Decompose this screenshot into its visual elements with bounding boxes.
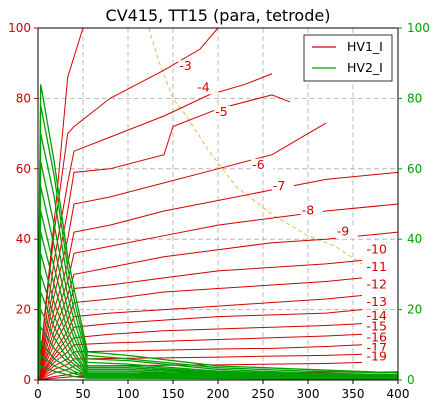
legend-hv1-label: HV1_I [347, 39, 383, 54]
vg-label: -14 [367, 308, 387, 323]
y-right-tick-label: 80 [407, 91, 422, 105]
hv2-curve [38, 186, 398, 380]
x-axis: 0 50 100 150 200 250 300 350 400 [34, 380, 409, 401]
vg-label-bg [365, 278, 388, 292]
y-left-tick-label: 20 [16, 303, 31, 317]
vg-label-bg [300, 204, 323, 218]
y-right-tick-label: 20 [407, 303, 422, 317]
vg-label-bg [365, 243, 388, 257]
vg-label: -6 [252, 157, 265, 172]
hv1-curve [38, 94, 291, 380]
x-tick-label: 300 [297, 387, 320, 401]
vg-label: -5 [215, 104, 227, 119]
vg-label: -9 [337, 224, 350, 239]
hv1-curve [38, 309, 363, 380]
hv1-curve [38, 28, 219, 380]
vg-label: -19 [367, 349, 387, 364]
y-right-tick-label: 100 [407, 21, 430, 35]
y-left-tick-label: 80 [16, 91, 31, 105]
hv2-curve [38, 105, 398, 380]
vg-label: -12 [367, 276, 387, 291]
left-y-axis: 0 20 40 60 80 100 [8, 21, 38, 387]
x-tick-label: 0 [34, 387, 42, 401]
hv1-curve [38, 277, 363, 380]
x-tick-label: 400 [387, 387, 410, 401]
vg-label-bg [196, 81, 219, 95]
vg-label: -11 [367, 259, 387, 274]
y-right-tick-label: 0 [407, 373, 415, 387]
vg-label-bg [365, 260, 388, 274]
vg-label: -10 [367, 241, 387, 256]
x-tick-label: 100 [117, 387, 140, 401]
vg-label: -8 [302, 203, 315, 218]
vg-label-bg [365, 296, 388, 310]
hv1-curve [38, 295, 363, 380]
hv1-curve [38, 171, 398, 380]
vg-label: -16 [367, 329, 387, 344]
vg-label-bg [178, 60, 201, 74]
right-y-axis: 0 20 40 60 80 100 [398, 21, 430, 387]
hv1-curve [38, 259, 363, 380]
vg-label-bg [365, 310, 388, 324]
hv2-curve [38, 231, 398, 380]
y-left-tick-label: 100 [8, 21, 31, 35]
hv2-curve [38, 161, 398, 380]
vg-label-bg [335, 225, 358, 239]
y-right-tick-label: 60 [407, 162, 422, 176]
hv1-curve [38, 353, 363, 380]
vg-label: -13 [367, 294, 387, 309]
hv1-curve [38, 323, 363, 380]
hv2-curve [38, 365, 398, 380]
y-right-tick-label: 40 [407, 232, 422, 246]
grid-voltage-labels: -3-4-5-6-7-8-9-10-11-12-13-14-15-16-17-1… [178, 58, 388, 366]
vg-label: -4 [197, 79, 210, 94]
vg-label-bg [251, 158, 274, 172]
vg-label-bg [365, 331, 388, 345]
y-left-tick-label: 60 [16, 162, 31, 176]
vg-label: -3 [179, 58, 191, 73]
hv1-curve [38, 73, 273, 380]
vg-label-bg [271, 179, 294, 193]
hv1-curve [38, 344, 363, 380]
legend: HV1_I HV2_I [303, 34, 393, 82]
hv1-curves [38, 28, 398, 380]
vg-label-bg [214, 106, 237, 119]
x-tick-label: 50 [75, 387, 90, 401]
x-tick-label: 200 [207, 387, 230, 401]
x-tick-label: 150 [162, 387, 185, 401]
hv1-curve [38, 203, 398, 380]
legend-box [303, 34, 393, 82]
vg-label-bg [365, 350, 388, 364]
y-left-tick-label: 40 [16, 232, 31, 246]
vg-label-bg [365, 320, 388, 334]
y-left-tick-label: 0 [23, 373, 31, 387]
hv2-curve [38, 133, 398, 380]
hv2-curves [38, 84, 398, 380]
hv1-curve [38, 231, 398, 380]
legend-hv2-label: HV2_I [347, 60, 383, 75]
vg-label: -15 [367, 319, 387, 334]
vg-label: -7 [273, 178, 285, 193]
x-tick-label: 250 [252, 387, 275, 401]
hv1-curve [38, 333, 363, 380]
hv1-curve [38, 122, 327, 380]
x-tick-label: 350 [342, 387, 365, 401]
chart-title: CV415, TT15 (para, tetrode) [106, 6, 331, 25]
